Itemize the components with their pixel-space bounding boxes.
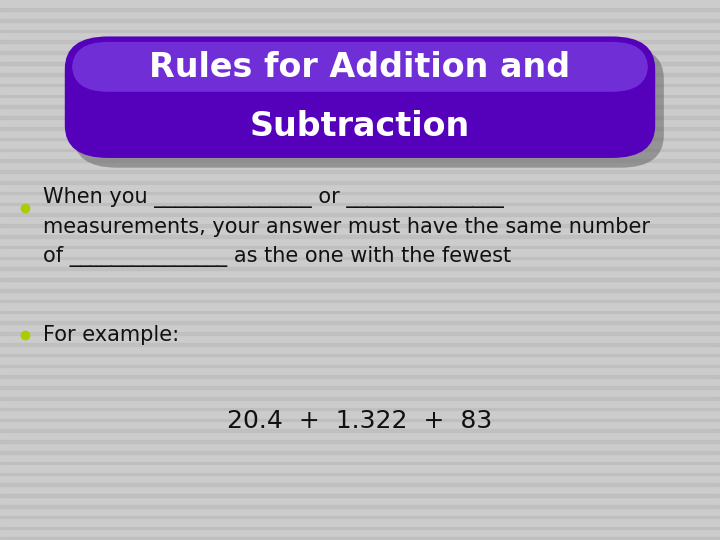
Bar xyxy=(0,159,720,162)
Bar xyxy=(0,321,720,324)
Bar xyxy=(0,51,720,54)
Bar xyxy=(0,516,720,518)
FancyBboxPatch shape xyxy=(72,42,648,92)
Text: When you _______________ or _______________: When you _______________ or ____________… xyxy=(43,187,504,207)
Bar xyxy=(0,332,720,335)
Bar xyxy=(0,278,720,281)
Bar xyxy=(0,537,720,540)
Text: Rules for Addition and: Rules for Addition and xyxy=(150,51,570,84)
Bar xyxy=(0,505,720,508)
Bar xyxy=(0,40,720,43)
Bar xyxy=(0,246,720,248)
Bar xyxy=(0,170,720,173)
Bar xyxy=(0,84,720,86)
Bar xyxy=(0,310,720,313)
Bar xyxy=(0,202,720,205)
Bar xyxy=(0,127,720,130)
Bar xyxy=(0,116,720,119)
Bar xyxy=(0,30,720,32)
Bar xyxy=(0,451,720,454)
FancyBboxPatch shape xyxy=(73,46,664,168)
Text: measurements, your answer must have the same number: measurements, your answer must have the … xyxy=(43,217,650,237)
Bar xyxy=(0,494,720,497)
Bar xyxy=(0,62,720,65)
Bar xyxy=(0,256,720,259)
Bar xyxy=(0,94,720,97)
Bar xyxy=(0,397,720,400)
Bar xyxy=(0,192,720,194)
Bar xyxy=(0,526,720,529)
Bar xyxy=(0,408,720,410)
Bar xyxy=(0,343,720,346)
Bar xyxy=(0,375,720,378)
Bar xyxy=(0,138,720,140)
Bar xyxy=(0,213,720,216)
Bar xyxy=(0,300,720,302)
Bar xyxy=(0,267,720,270)
Bar xyxy=(0,364,720,367)
Text: of _______________ as the one with the fewest: of _______________ as the one with the f… xyxy=(43,246,511,267)
Bar xyxy=(0,354,720,356)
Bar xyxy=(0,224,720,227)
Bar xyxy=(0,148,720,151)
Bar xyxy=(0,235,720,238)
Bar xyxy=(0,19,720,22)
Bar xyxy=(0,105,720,108)
Bar xyxy=(0,386,720,389)
Bar xyxy=(0,483,720,486)
Bar xyxy=(0,462,720,464)
FancyBboxPatch shape xyxy=(65,37,655,158)
Bar xyxy=(0,472,720,475)
Text: 20.4  +  1.322  +  83: 20.4 + 1.322 + 83 xyxy=(228,409,492,433)
Bar xyxy=(0,289,720,292)
Bar xyxy=(0,8,720,11)
Bar xyxy=(0,429,720,432)
Text: Subtraction: Subtraction xyxy=(250,110,470,144)
Bar xyxy=(0,181,720,184)
Text: For example:: For example: xyxy=(43,325,179,345)
Bar xyxy=(0,418,720,421)
Bar xyxy=(0,73,720,76)
Bar xyxy=(0,440,720,443)
